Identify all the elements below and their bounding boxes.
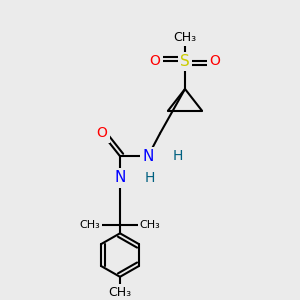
- Text: CH₃: CH₃: [80, 220, 100, 230]
- Text: H: H: [173, 149, 183, 163]
- Text: N: N: [114, 170, 126, 185]
- Text: H: H: [145, 171, 155, 185]
- Text: O: O: [150, 54, 160, 68]
- Text: CH₃: CH₃: [173, 31, 196, 44]
- Text: CH₃: CH₃: [108, 286, 132, 299]
- Text: O: O: [210, 54, 220, 68]
- Text: N: N: [142, 149, 154, 164]
- Text: O: O: [97, 127, 107, 140]
- Text: CH₃: CH₃: [140, 220, 160, 230]
- Text: S: S: [180, 54, 190, 69]
